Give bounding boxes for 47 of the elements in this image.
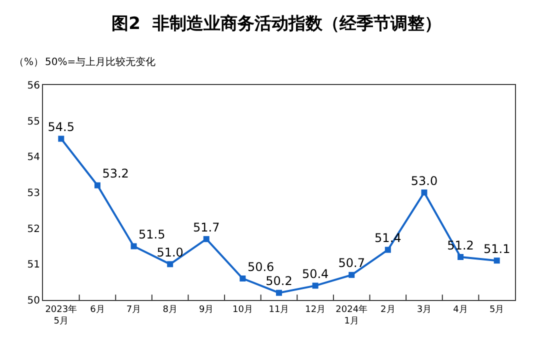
point: [384, 246, 391, 253]
y-tick-label: 50: [27, 296, 40, 306]
y-tick-label: 52: [27, 224, 40, 235]
data-label: 50.6: [247, 260, 274, 274]
point: [494, 258, 500, 264]
text: 50%=与上月比较无变化: [45, 56, 156, 68]
y-tick-label: 53: [27, 188, 40, 199]
data-label: 54.5: [48, 120, 75, 134]
x-tick-label: 2023年 5月: [45, 304, 78, 326]
data-label: 51.0: [156, 245, 184, 260]
point: [276, 290, 282, 296]
point: [203, 236, 210, 242]
data-label: 51.1: [483, 242, 510, 256]
y-tick-label: 54: [27, 152, 40, 164]
point: [167, 261, 174, 268]
y-tick-label: 55: [27, 116, 40, 128]
data-label: 50.4: [302, 266, 329, 281]
point: [421, 190, 428, 196]
point: [94, 182, 100, 188]
x-tick-label: 3月: [416, 304, 432, 315]
x-tick-label: 2月: [380, 304, 396, 315]
data-label: 50.7: [338, 256, 365, 270]
x-tick-label: 4月: [453, 304, 468, 315]
data-label: 53.2: [102, 166, 129, 181]
x-tick-label: 9月: [199, 304, 214, 315]
data-label: 51.5: [138, 228, 166, 242]
x-tick-label: 2024年 1月: [336, 304, 368, 326]
x-tick-label: 5月: [489, 304, 504, 315]
point: [130, 243, 137, 250]
chart-title: 图2 非制造业商务活动指数（经季节调整）: [112, 14, 442, 34]
data-label: 51.7: [193, 220, 220, 234]
point: [240, 276, 246, 282]
data-label: 53.0: [410, 174, 438, 188]
y-axis-title: （%）: [14, 57, 44, 68]
x-tick-label: 11月: [268, 304, 290, 315]
x-tick-label: 7月: [126, 304, 142, 315]
point: [348, 272, 355, 278]
point: [58, 136, 64, 142]
y-tick-label: 51: [27, 260, 40, 271]
x-tick-label: 12月: [305, 304, 326, 315]
data-label: 50.2: [266, 274, 292, 288]
x-tick-label: 8月: [162, 304, 178, 315]
x-tick-label: 6月: [90, 304, 105, 315]
point: [312, 282, 318, 289]
x-tick-label: 10月: [232, 304, 253, 315]
point: [458, 254, 464, 260]
y-tick-label: 56: [27, 80, 40, 92]
